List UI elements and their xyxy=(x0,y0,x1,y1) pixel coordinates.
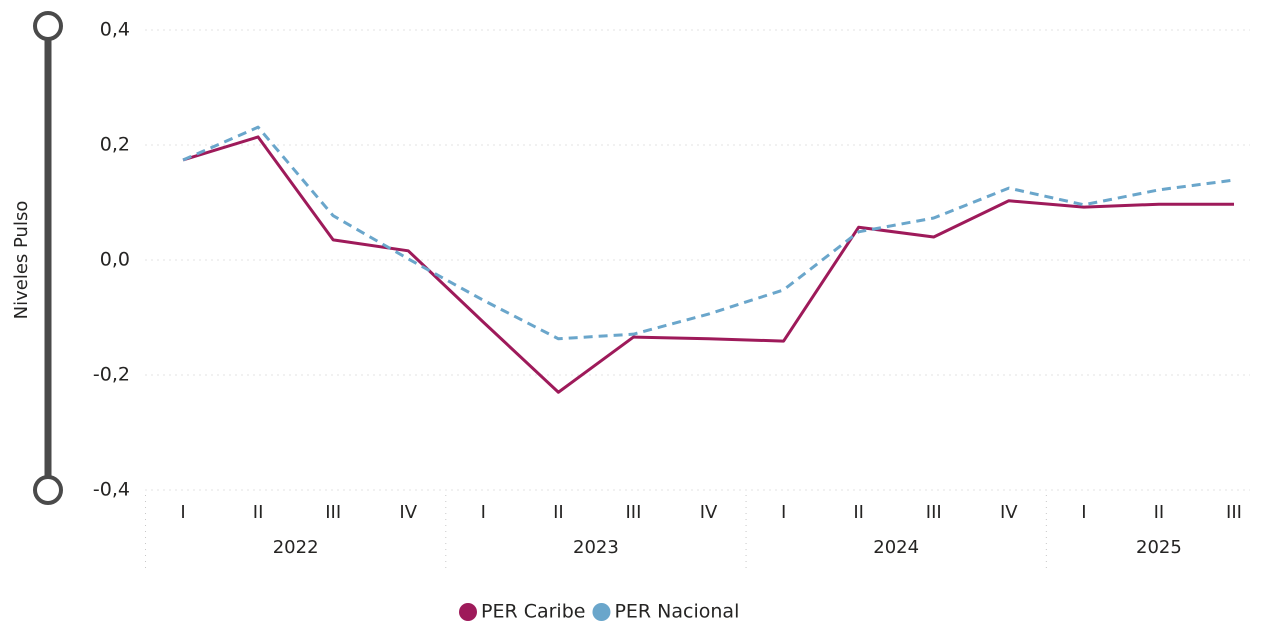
x-tick-label: III xyxy=(625,502,641,523)
legend-item: PER Nacional xyxy=(592,601,739,623)
x-tick-label: IV xyxy=(399,502,417,523)
y-tick-label: -0,2 xyxy=(93,364,130,386)
series-line xyxy=(182,125,1235,341)
x-tick-label: IV xyxy=(1000,502,1018,523)
legend-item: PER Caribe xyxy=(459,601,585,623)
x-tick-label: III xyxy=(926,502,942,523)
x-group-label: 2023 xyxy=(573,537,619,558)
x-tick-label: I xyxy=(481,502,486,523)
legend-swatch xyxy=(592,603,611,621)
x-tick-label: II xyxy=(553,502,564,523)
slider-handle[interactable] xyxy=(33,11,63,41)
x-tick-label: II xyxy=(253,502,264,523)
x-tick-label: I xyxy=(180,502,185,523)
x-tick-label: III xyxy=(1226,502,1242,523)
y-tick-label: -0,4 xyxy=(93,479,130,501)
x-tick-label: I xyxy=(781,502,786,523)
x-group-label: 2022 xyxy=(273,537,319,558)
slider-handle[interactable] xyxy=(33,475,63,505)
legend-label: PER Caribe xyxy=(481,601,585,623)
x-tick-label: II xyxy=(1154,502,1165,523)
x-tick-label: II xyxy=(853,502,864,523)
y-axis-label: Niveles Pulso xyxy=(11,201,32,320)
x-tick-label: IV xyxy=(700,502,718,523)
y-tick-label: 0,0 xyxy=(100,249,130,271)
legend-label: PER Nacional xyxy=(614,601,739,623)
series-line xyxy=(182,135,1235,394)
x-group-label: 2025 xyxy=(1136,537,1182,558)
x-tick-label: I xyxy=(1081,502,1086,523)
x-tick-label: III xyxy=(325,502,341,523)
x-group-label: 2024 xyxy=(873,537,919,558)
y-tick-label: 0,2 xyxy=(100,134,130,156)
range-slider xyxy=(33,11,63,505)
legend-swatch xyxy=(459,603,477,621)
y-tick-label: 0,4 xyxy=(100,19,130,41)
